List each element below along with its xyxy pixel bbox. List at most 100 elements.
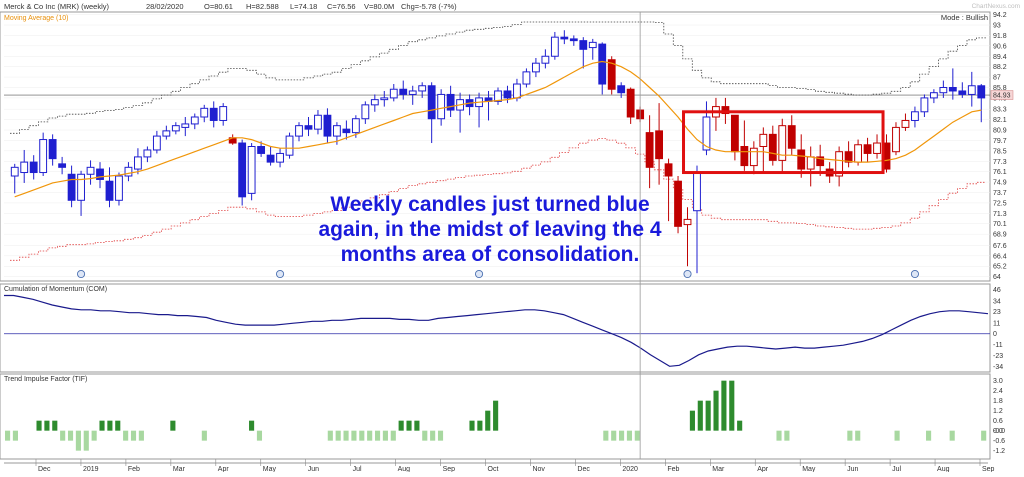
candle-body — [418, 85, 427, 92]
lower-envelope-line — [10, 138, 986, 261]
x-tick-label: Jun — [847, 466, 858, 472]
tif-bar — [634, 430, 640, 441]
candle-body — [598, 43, 607, 85]
consolidation-box — [682, 110, 885, 175]
tif-bar — [138, 430, 144, 441]
candle-body — [437, 93, 446, 120]
tif-tick-label: -0.0 — [993, 428, 1005, 435]
tif-bar — [784, 430, 790, 441]
price-tick-label: 94.2 — [993, 12, 1007, 19]
event-marker-icon — [276, 269, 285, 279]
tif-bar — [689, 410, 695, 431]
candle-body — [10, 166, 19, 177]
price-tick-label: 76.1 — [993, 169, 1007, 176]
tif-bar — [926, 430, 932, 441]
x-tick-label: 2020 — [622, 466, 638, 472]
tif-bar — [485, 410, 491, 431]
candle-body — [247, 146, 256, 194]
annotation-line-3: months area of consolidation. — [341, 243, 640, 266]
com-tick-label: 11 — [993, 321, 1000, 328]
com-tick-label: -11 — [993, 342, 1003, 349]
upper-envelope-line — [10, 21, 986, 134]
candle-body — [276, 152, 284, 163]
tif-bar — [721, 380, 727, 431]
price-tick-label: 85.8 — [993, 85, 1007, 92]
candle-body — [20, 161, 29, 174]
com-tick-label: -23 — [993, 353, 1003, 360]
x-tick-label: Aug — [937, 466, 950, 472]
candle-body — [863, 144, 872, 154]
moving-average-line — [14, 60, 982, 198]
candle-body — [408, 90, 417, 95]
tif-bar — [351, 430, 357, 441]
price-tick-label: 73.7 — [993, 190, 1007, 197]
candle-body — [816, 156, 825, 167]
candle-body — [314, 114, 322, 130]
candle-body — [190, 116, 199, 125]
tif-bar — [705, 400, 711, 431]
x-tick-label: Mar — [712, 466, 725, 472]
header-open: O=80.61 — [204, 2, 233, 11]
candle-body — [266, 154, 275, 163]
price-tick-label: 70.1 — [993, 221, 1007, 228]
x-tick-label: Oct — [488, 466, 499, 472]
candle-body — [513, 83, 521, 99]
tif-bar — [493, 400, 499, 431]
candle-body — [399, 88, 408, 95]
candle-body — [427, 85, 436, 120]
last-price-box — [990, 90, 1014, 100]
com-tick-label: 0 — [993, 331, 997, 338]
candle-body — [683, 218, 692, 226]
x-tick-label: Feb — [667, 466, 679, 472]
tif-bar — [626, 430, 633, 441]
annotation-line-2: again, in the midst of leaving the 4 — [318, 218, 661, 241]
header-date: 28/02/2020 — [146, 2, 184, 11]
candle-body — [257, 146, 266, 154]
tif-bar — [713, 390, 719, 431]
tif-bar — [343, 430, 349, 441]
com-line — [4, 294, 989, 367]
candle-body — [835, 151, 844, 177]
tif-tick-label: 3.0 — [993, 378, 1003, 385]
price-tick-label: 89.4 — [993, 54, 1007, 61]
candle-body — [503, 90, 512, 99]
candle-body — [446, 93, 455, 111]
tif-bar — [603, 430, 609, 441]
candle-body — [759, 133, 768, 147]
price-tick-label: 64 — [993, 274, 1001, 281]
tif-bar — [67, 430, 74, 441]
candle-body — [152, 135, 161, 151]
candle-body — [39, 139, 48, 174]
tif-title: Trend Impulse Factor (TIF) — [4, 376, 87, 383]
candle-body — [588, 41, 597, 49]
candle-body — [361, 104, 370, 120]
tif-bar — [201, 430, 207, 441]
candle-body — [939, 86, 948, 94]
tif-bar — [44, 420, 50, 431]
x-tick-label: May — [263, 466, 277, 472]
price-tick-label: 88.2 — [993, 64, 1007, 71]
candle-body — [749, 147, 758, 167]
candle-body — [948, 86, 957, 92]
candle-body — [77, 173, 85, 201]
candle-body — [209, 107, 218, 121]
candle-body — [342, 128, 351, 134]
tif-bar — [83, 430, 89, 451]
candle-body — [768, 133, 777, 161]
candle-body — [693, 172, 701, 212]
header-low: L=74.18 — [290, 2, 317, 11]
candle-body — [569, 38, 578, 42]
candle-body — [787, 125, 796, 149]
tif-bar — [894, 430, 900, 441]
tif-bar — [327, 430, 333, 441]
tif-tick-label: 1.8 — [993, 398, 1003, 405]
candle-body — [124, 166, 133, 177]
tif-tick-label: 2.4 — [993, 388, 1003, 395]
candle-body — [143, 149, 152, 158]
tif-bar — [367, 430, 373, 441]
candle-body — [626, 88, 635, 118]
candle-body — [96, 168, 104, 180]
tif-bar — [855, 430, 861, 441]
candle-body — [977, 85, 986, 99]
candle-body — [901, 119, 910, 128]
